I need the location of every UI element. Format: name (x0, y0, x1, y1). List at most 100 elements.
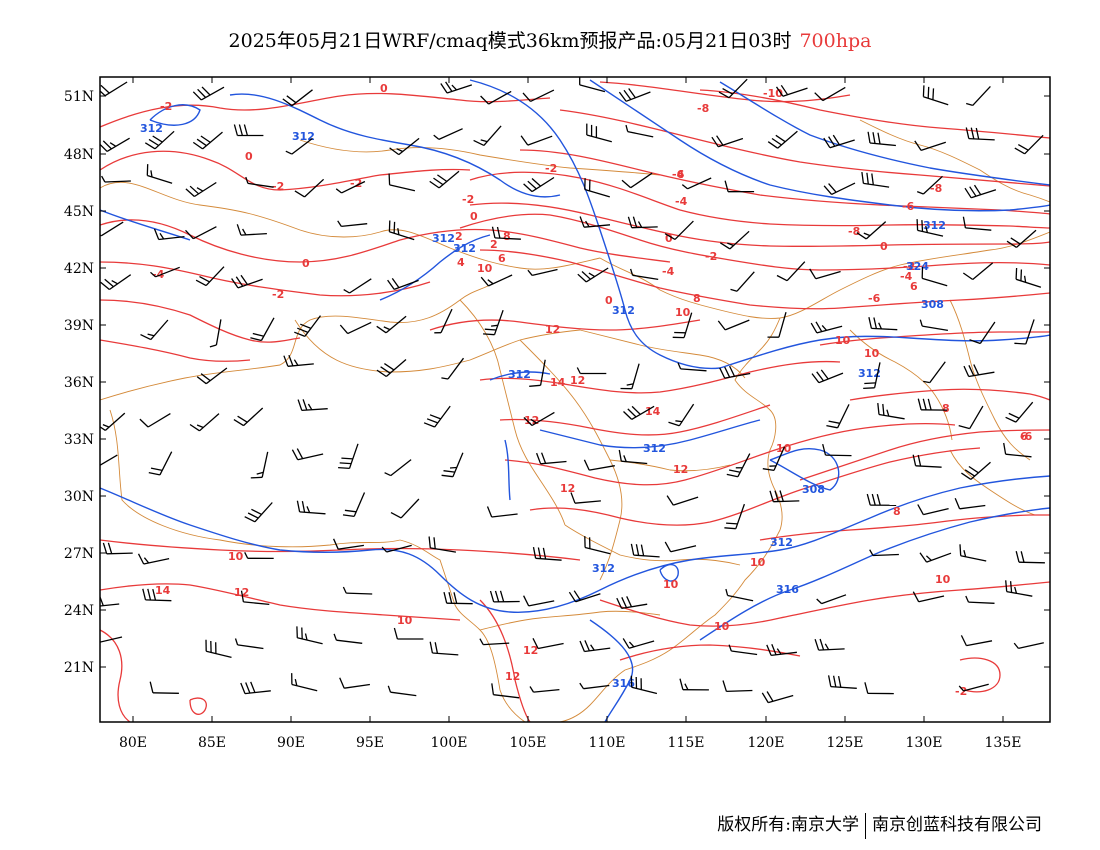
isotherm-label: 8 (503, 230, 511, 243)
wind-barb-feather (722, 680, 728, 692)
wind-barb-feather (342, 586, 347, 594)
wind-barb-feather (491, 324, 498, 327)
wind-barb-feather (962, 272, 974, 281)
wind-barb-feather (925, 555, 932, 561)
wind-barb-feather (631, 405, 641, 415)
wind-barb-feather (664, 541, 672, 553)
isotherm-label: 12 (570, 374, 585, 387)
wind-barb-feather (629, 268, 634, 276)
wind-barb-feather (960, 635, 967, 646)
wind-barb-feather (779, 490, 784, 502)
wind-barb-feather (376, 325, 387, 334)
wind-barb-shaft (106, 552, 133, 555)
wind-barb-feather (389, 147, 400, 156)
lat-label: 48N (64, 147, 94, 163)
wind-barb-feather (882, 403, 885, 416)
wind-barb-feather (922, 398, 927, 410)
wind-barb-shaft (736, 271, 755, 292)
wind-barb-feather (529, 384, 541, 387)
wind-barb-feather (380, 366, 391, 374)
wind-barb-feather (149, 681, 154, 693)
isotherm-label: 12 (560, 482, 575, 495)
wind-barb-feather (871, 173, 874, 185)
wind-barb-shaft (979, 321, 996, 344)
wind-barb-shaft (261, 451, 269, 478)
isotherm-label: 8 (693, 292, 701, 305)
lon-label: 80E (119, 735, 147, 751)
wind-barb-feather (864, 682, 869, 694)
wind-barb-shaft (299, 511, 326, 515)
wind-barb-feather (397, 228, 400, 235)
height-labels: 312 312 312 312 312 312 308 312 312 308 … (140, 122, 946, 690)
wind-barb-feather (283, 355, 289, 367)
wind-barb-feather (333, 633, 338, 641)
wind-barb-feather (816, 598, 823, 605)
wind-barb-feather (396, 148, 403, 153)
wind-barb-feather (622, 638, 630, 649)
wind-barb-shaft (625, 91, 651, 102)
wind-barb-feather (577, 273, 587, 283)
wind-barb-feather (294, 190, 305, 198)
wind-barb-feather (866, 172, 869, 185)
wind-barb-shaft (215, 319, 222, 346)
lat-label: 30N (64, 489, 94, 505)
wind-barb-feather (109, 142, 117, 147)
wind-barb-feather (965, 127, 970, 139)
wind-barb-feather (1013, 642, 1019, 649)
wind-barb-shaft (878, 413, 905, 420)
wind-barb-shaft (922, 277, 948, 287)
wind-barb-feather (919, 319, 923, 327)
wind-barb-feather (437, 174, 448, 182)
wind-barb-shaft (873, 362, 881, 388)
wind-barb-feather (681, 184, 688, 190)
wind-barb-feather (195, 279, 207, 287)
wind-barb-feather (872, 132, 876, 144)
wind-barb-shaft (968, 601, 995, 604)
lon-label: 95E (356, 735, 384, 751)
wind-barb-shaft (920, 141, 947, 152)
wind-barb-feather (94, 596, 98, 607)
wind-barb-shaft (960, 555, 987, 562)
wind-barb-feather (542, 547, 547, 560)
isotherm-label: 12 (545, 323, 560, 336)
wind-barb-feather (664, 233, 676, 240)
isotherm-label: 10 (663, 578, 679, 591)
wind-barb-feather (724, 366, 731, 378)
wind-barb-feather (142, 588, 147, 601)
wind-barb-feather (489, 590, 495, 603)
wind-barb-feather (189, 423, 200, 432)
wind-barb-feather (480, 276, 489, 287)
wind-barb-feather (726, 473, 739, 478)
wind-barb-shaft (488, 274, 513, 287)
wind-barb-feather (722, 88, 733, 95)
latitude-axis: 51N 48N 45N 42N 39N 36N 33N 30N 27N 24N 21N (64, 89, 1050, 676)
wind-barb-feather (719, 367, 726, 379)
wind-barb-feather (342, 514, 355, 518)
wind-barb-shaft (537, 642, 564, 650)
isotherm-label: 10 (935, 573, 951, 586)
wind-barb-feather (809, 268, 817, 280)
wind-barb-feather (1006, 240, 1017, 248)
wind-barb-feather (159, 232, 165, 240)
wind-barb-feather (453, 592, 458, 604)
isotherm-label: 8 (942, 402, 950, 415)
wind-barb-feather (101, 175, 106, 183)
wind-barb-feather (343, 289, 350, 294)
wind-barb-shaft (1024, 134, 1044, 155)
wind-barb-feather (148, 471, 161, 476)
wind-barb-feather (616, 597, 623, 609)
wind-barb-feather (766, 691, 774, 702)
wind-barb-shaft (243, 407, 264, 427)
wind-barb-shaft (531, 411, 555, 427)
wind-barb-feather (776, 648, 782, 655)
lon-label: 110E (589, 735, 626, 751)
isotherm-label: -8 (697, 102, 709, 115)
wind-barb-feather (961, 472, 972, 480)
wind-barb-shaft (829, 139, 855, 149)
wind-barb-shaft (680, 368, 707, 372)
isotherm-label: -6 (868, 292, 881, 305)
wind-barb-feather (919, 552, 928, 563)
wind-barb-feather (585, 220, 590, 228)
wind-barb-feather (384, 472, 391, 477)
wind-barb-shaft (1018, 642, 1044, 650)
